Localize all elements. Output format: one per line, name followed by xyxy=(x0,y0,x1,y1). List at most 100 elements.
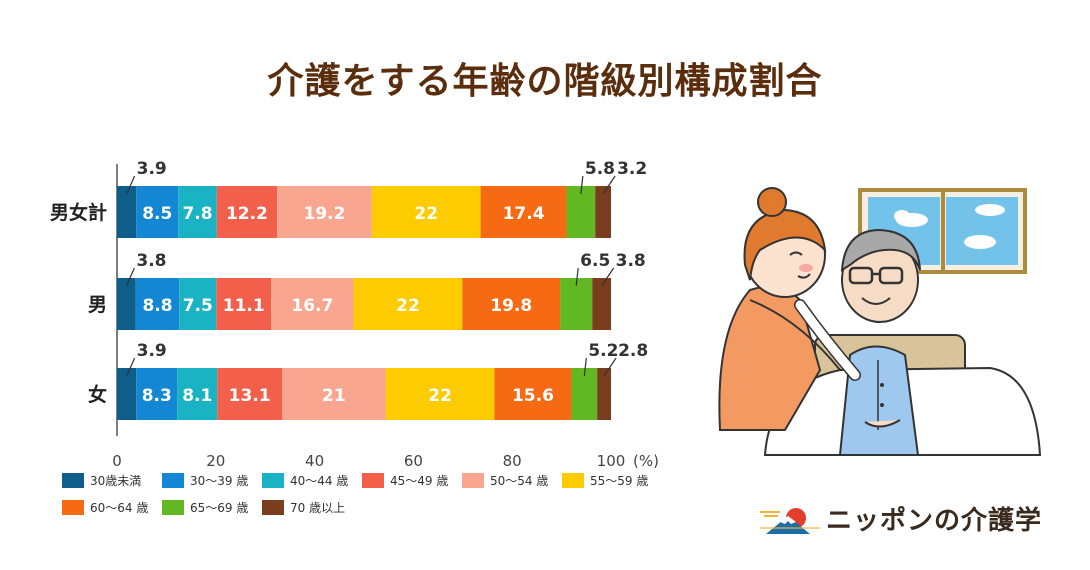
bar-segment xyxy=(117,278,136,330)
legend-label: 30歳未満 xyxy=(90,474,142,488)
legend-label: 65～69 歳 xyxy=(190,501,249,515)
data-label: 8.1 xyxy=(182,386,212,406)
mount-fuji-icon xyxy=(760,507,820,534)
data-label: 8.3 xyxy=(142,386,172,406)
category-label: 男 xyxy=(88,294,107,316)
leader-line xyxy=(583,357,587,377)
data-label: 3.8 xyxy=(136,251,166,271)
legend-item: 70 歳以上 xyxy=(262,499,345,516)
data-label: 16.7 xyxy=(291,296,333,316)
caregiver-illustration xyxy=(718,187,1042,456)
legend-item: 30～39 歳 xyxy=(162,472,248,489)
bar-segment xyxy=(592,278,611,330)
bar-segment xyxy=(597,368,611,420)
leader-line xyxy=(602,175,616,195)
data-label: 2.8 xyxy=(618,341,648,361)
leader-line xyxy=(575,267,579,287)
data-label: 8.5 xyxy=(142,204,172,224)
x-tick-label: 80 xyxy=(503,452,522,470)
leader-line xyxy=(580,175,584,195)
stacked-bar-chart: 男女計 3.9 8.5 7.8 12.2 19.2 22 17.4 5.8 3.2 男 3.8 8.8 7… xyxy=(50,159,659,470)
legend-label: 30～39 歳 xyxy=(190,474,249,488)
bar-segment xyxy=(571,368,598,420)
logo-text: ニッポンの介護学 xyxy=(826,506,1043,536)
legend-label: 40～44 歳 xyxy=(290,474,349,488)
data-label: 8.8 xyxy=(142,296,172,316)
legend-swatch xyxy=(262,500,284,515)
data-label: 3.9 xyxy=(137,159,167,179)
bar-segment xyxy=(371,186,481,238)
legend-item: 30歳未満 xyxy=(62,472,141,489)
legend-swatch xyxy=(62,473,84,488)
data-label: 22 xyxy=(396,296,420,316)
data-label: 17.4 xyxy=(503,204,545,224)
bar-segment xyxy=(136,368,178,420)
data-label: 13.1 xyxy=(229,386,271,406)
legend-label: 50～54 歳 xyxy=(490,474,549,488)
legend-swatch xyxy=(162,500,184,515)
bar-segment xyxy=(277,186,372,238)
leader-line xyxy=(126,357,136,377)
legend-item: 40～44 歳 xyxy=(262,472,348,489)
bar-segment xyxy=(117,186,137,238)
legend-label: 60～64 歳 xyxy=(90,501,149,515)
bar-segment xyxy=(560,278,593,330)
bar-segment xyxy=(135,278,180,330)
chart-title: 介護をする年齢の階級別構成割合 xyxy=(267,61,823,102)
x-tick-label: 20 xyxy=(206,452,225,470)
data-label: 22 xyxy=(428,386,452,406)
legend-label: 55～59 歳 xyxy=(590,474,649,488)
category-label: 男女計 xyxy=(50,201,107,224)
bar-segment xyxy=(494,368,572,420)
caregiver-woman xyxy=(718,187,861,431)
legend-label: 70 歳以上 xyxy=(290,501,346,515)
legend-swatch xyxy=(462,473,484,488)
x-tick-label: 100 xyxy=(597,452,626,470)
data-label: 7.5 xyxy=(183,296,213,316)
legend-label: 45～49 歳 xyxy=(390,474,449,488)
bar-segment xyxy=(177,368,218,420)
legend-item: 50～54 歳 xyxy=(462,472,548,489)
legend-swatch xyxy=(362,473,384,488)
data-label: 12.2 xyxy=(226,204,268,224)
data-label: 5.8 xyxy=(585,159,615,179)
bar-segment xyxy=(136,186,179,238)
bar-segment xyxy=(217,368,282,420)
data-label: 7.8 xyxy=(182,204,212,224)
bar-segment xyxy=(178,186,217,238)
data-label: 6.5 xyxy=(580,251,610,271)
data-label: 3.9 xyxy=(137,341,167,361)
leader-line xyxy=(603,357,617,377)
brand-logo: ニッポンの介護学 xyxy=(760,500,1042,537)
legend-swatch xyxy=(62,500,84,515)
legend-item: 60～64 歳 xyxy=(62,499,148,516)
x-unit-label: (%) xyxy=(633,452,659,470)
data-label: 22 xyxy=(414,204,438,224)
bar-segment xyxy=(595,186,611,238)
data-label: 21 xyxy=(322,386,346,406)
x-tick-label: 60 xyxy=(404,452,423,470)
bar-segment xyxy=(462,278,561,330)
legend-item: 55～59 歳 xyxy=(562,472,648,489)
legend-item: 45～49 歳 xyxy=(362,472,448,489)
leader-line xyxy=(125,267,135,287)
bar-segment xyxy=(566,186,596,238)
data-label: 19.2 xyxy=(304,204,346,224)
data-label: 3.8 xyxy=(616,251,646,271)
bar-segment xyxy=(385,368,495,420)
bar-segment xyxy=(179,278,217,330)
bar-segment xyxy=(480,186,567,238)
legend-swatch xyxy=(162,473,184,488)
x-tick-label: 40 xyxy=(305,452,324,470)
data-label: 5.2 xyxy=(588,341,618,361)
data-label: 15.6 xyxy=(512,386,554,406)
leader-line xyxy=(126,175,136,195)
leader-line xyxy=(601,267,615,287)
bar-segment xyxy=(117,368,137,420)
bar-segment xyxy=(271,278,354,330)
data-label: 19.8 xyxy=(490,296,532,316)
legend-swatch xyxy=(562,473,584,488)
bar-segment xyxy=(281,368,386,420)
bar-segment xyxy=(216,278,272,330)
bar-segment xyxy=(353,278,463,330)
